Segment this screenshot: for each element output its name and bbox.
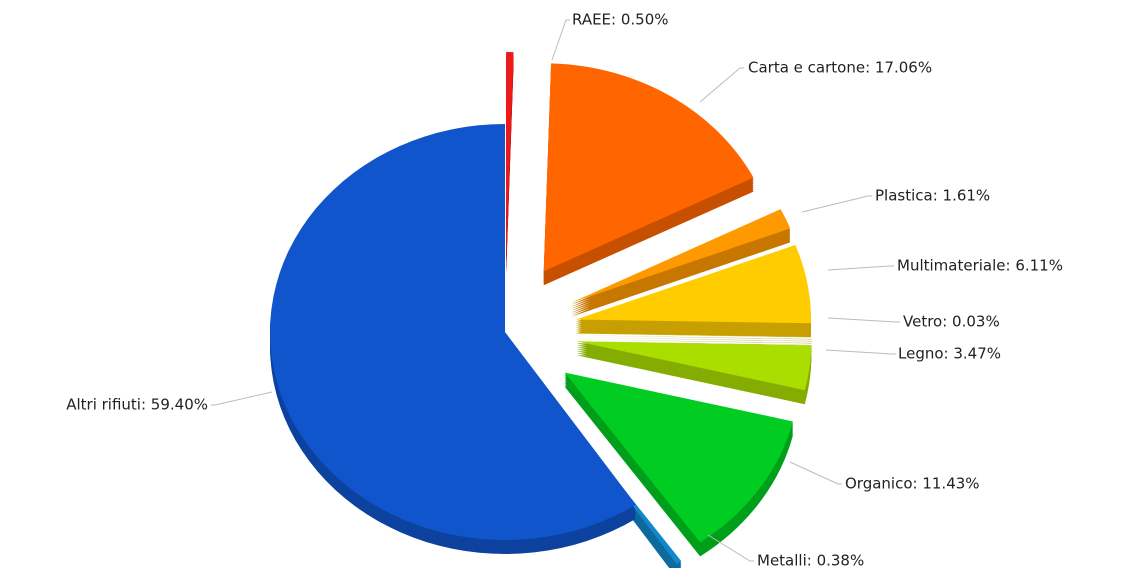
slice-label: Vetro: 0.03% (903, 313, 1000, 331)
leader-line (827, 265, 894, 271)
leader-line (551, 19, 570, 61)
leader-line (707, 534, 754, 562)
leader-line (789, 461, 842, 485)
slice (570, 209, 791, 303)
slice-side (576, 335, 812, 340)
slice-label: Legno: 3.47% (898, 345, 1001, 363)
slice-label: RAEE: 0.50% (572, 11, 669, 29)
leader-line (699, 67, 744, 103)
slice-label: Plastica: 1.61% (875, 187, 990, 205)
slice (270, 124, 636, 540)
slice-side (576, 337, 812, 342)
slice (576, 333, 812, 338)
leader-line (825, 349, 896, 355)
slice-label: Organico: 11.43% (845, 475, 980, 493)
slice-label: Carta e cartone: 17.06% (748, 59, 932, 77)
slice (543, 63, 754, 272)
leader-line (827, 317, 900, 323)
slice-label: Altri rifiuti: 59.40% (66, 396, 208, 414)
slice (506, 52, 514, 261)
slice (575, 245, 811, 324)
slice (564, 372, 793, 543)
slice (576, 341, 812, 391)
slice-side (576, 339, 812, 344)
leader-line (801, 195, 872, 213)
leader-line (211, 391, 273, 406)
slice-label: Metalli: 0.38% (757, 552, 864, 568)
slice-label: Multimateriale: 6.11% (897, 257, 1063, 275)
